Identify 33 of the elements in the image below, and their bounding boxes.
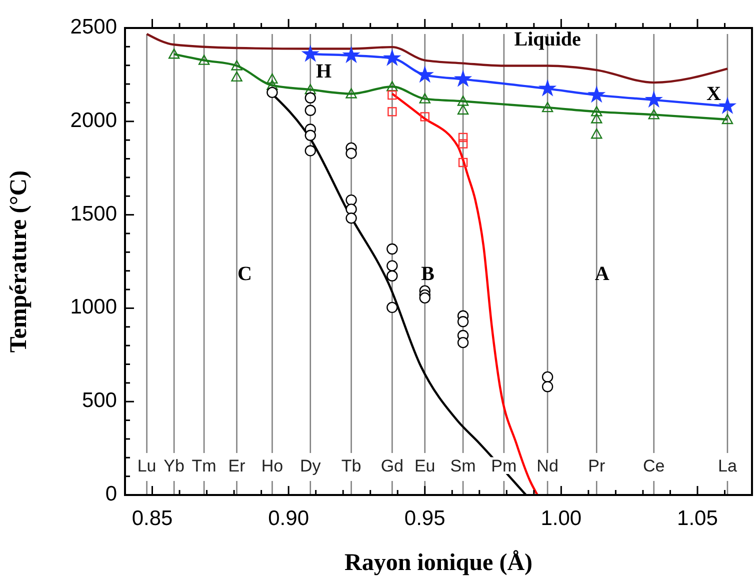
ref-line-label: Nd bbox=[536, 456, 558, 476]
y-tick-label: 500 bbox=[82, 389, 117, 412]
annotation: B bbox=[421, 263, 435, 286]
ref-line-label: La bbox=[718, 456, 738, 476]
annotation: H bbox=[316, 60, 332, 82]
x-tick-label: 0.95 bbox=[404, 507, 446, 530]
y-tick-label: 2500 bbox=[70, 16, 117, 39]
ref-line-label: Tm bbox=[192, 456, 216, 476]
ref-line-label: Sm bbox=[450, 456, 476, 476]
x-axis-title: Rayon ionique (Å) bbox=[344, 550, 533, 576]
annotation: X bbox=[706, 82, 722, 105]
x-tick-label: 0.90 bbox=[268, 507, 310, 530]
x-tick-label: 1.05 bbox=[677, 507, 718, 530]
ref-line-label: Gd bbox=[380, 456, 404, 476]
ref-line-label: Er bbox=[228, 456, 246, 476]
y-tick-label: 1000 bbox=[70, 296, 117, 319]
ref-line-label: Eu bbox=[414, 456, 436, 476]
ref-line-label: Dy bbox=[300, 456, 322, 476]
y-tick-label: 2000 bbox=[70, 108, 117, 132]
ref-line-label: Ce bbox=[642, 456, 665, 476]
y-tick-label: 0 bbox=[105, 482, 117, 506]
y-tick-label: 1500 bbox=[70, 202, 117, 226]
x-tick-label: 1.00 bbox=[540, 507, 582, 530]
ref-line-label: Yb bbox=[164, 456, 184, 476]
annotation: C bbox=[238, 263, 252, 286]
ref-line-label: Ho bbox=[261, 456, 284, 476]
y-axis-title: Température (°C) bbox=[6, 170, 32, 353]
x-tick-label: 0.85 bbox=[132, 507, 173, 530]
ref-line-label: Tb bbox=[341, 456, 362, 476]
annotation: A bbox=[594, 263, 610, 286]
ref-line-label: Pr bbox=[588, 456, 606, 476]
annotation: Liquide bbox=[514, 28, 582, 51]
ref-line-label: Lu bbox=[137, 456, 156, 476]
